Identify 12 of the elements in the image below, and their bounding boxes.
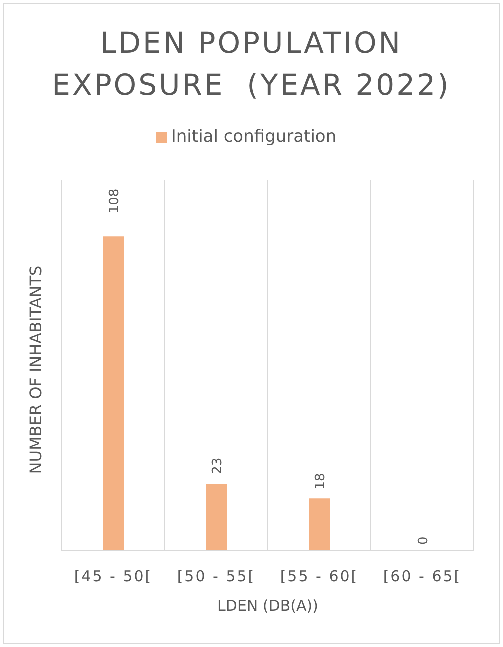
data-label: 18 [314,473,328,490]
chart-title: LDEN POPULATION EXPOSURE (YEAR 2022) [51,25,452,104]
x-tick-label: [60 - 65[ [383,568,462,586]
data-label: 0 [416,536,432,545]
data-label: 108 [108,188,122,214]
x-axis-title: LDEN (DB(A)) [218,597,318,615]
x-tick-label: [45 - 50[ [74,568,153,586]
x-tick-label: [50 - 55[ [177,568,256,586]
data-label: 23 [210,458,226,474]
x-tick-label: [55 - 60[ [280,568,359,586]
legend-label: Initial configuration [171,127,337,147]
y-axis-title: NUMBER OF INHABITANTS [26,266,46,474]
